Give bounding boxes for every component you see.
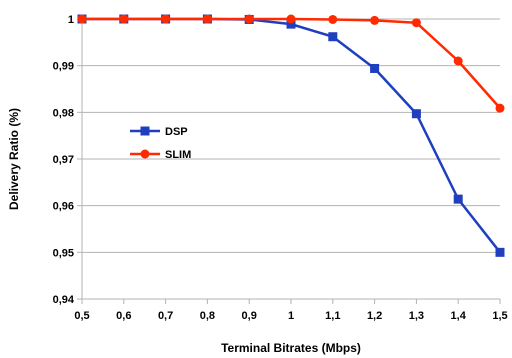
legend: DSP SLIM [130, 126, 191, 161]
slim-point [161, 14, 171, 24]
dsp-point [286, 19, 296, 29]
x-tick-label: 0,8 [200, 310, 215, 322]
dsp-point [328, 32, 338, 42]
dsp-point [495, 247, 505, 257]
axes [77, 18, 501, 304]
y-tick-label: 0,96 [53, 201, 74, 213]
x-tick-labels: 0,5 0,6 0,7 0,8 0,9 1 1,1 1,2 1,3 1,4 1,5 [74, 310, 507, 322]
dsp-point [411, 109, 421, 119]
slim-point [411, 18, 421, 28]
slim-point [244, 14, 254, 24]
series-lines [77, 14, 505, 257]
y-tick-label: 0,95 [53, 247, 74, 259]
y-tick-label: 1 [68, 14, 74, 26]
slim-point [286, 14, 296, 24]
y-tick-labels: 0,94 0,95 0,96 0,97 0,98 0,99 1 [53, 14, 75, 306]
x-tick-label: 1 [288, 310, 294, 322]
y-tick-label: 0,99 [53, 61, 74, 73]
slim-series-line [82, 17, 501, 109]
legend-dsp-marker [140, 126, 150, 136]
dsp-point [370, 63, 380, 73]
x-tick-label: 1,4 [451, 310, 467, 322]
legend-slim-label: SLIM [165, 149, 191, 161]
x-tick-label: 0,6 [116, 310, 131, 322]
slim-point [77, 14, 87, 24]
y-axis-title: Delivery Ratio (%) [7, 108, 21, 210]
x-tick-label: 1,1 [325, 310, 340, 322]
y-tick-label: 0,94 [53, 294, 75, 306]
x-tick-label: 0,9 [242, 310, 257, 322]
slim-point [119, 14, 129, 24]
x-tick-label: 0,7 [158, 310, 173, 322]
slim-point [370, 15, 380, 25]
slim-point [453, 56, 463, 66]
x-axis-title: Terminal Bitrates (Mbps) [221, 341, 361, 355]
slim-point [328, 14, 338, 24]
legend-dsp-label: DSP [165, 126, 188, 138]
x-tick-label: 1,5 [492, 310, 507, 322]
slim-point [202, 14, 212, 24]
dsp-series-line [82, 17, 501, 254]
dsp-point [453, 194, 463, 204]
slim-point [495, 103, 505, 113]
legend-slim-marker [140, 149, 150, 159]
x-tick-label: 1,3 [409, 310, 424, 322]
x-tick-label: 1,2 [367, 310, 382, 322]
x-tick-label: 0,5 [74, 310, 89, 322]
y-tick-label: 0,98 [53, 107, 74, 119]
y-tick-label: 0,97 [53, 154, 74, 166]
